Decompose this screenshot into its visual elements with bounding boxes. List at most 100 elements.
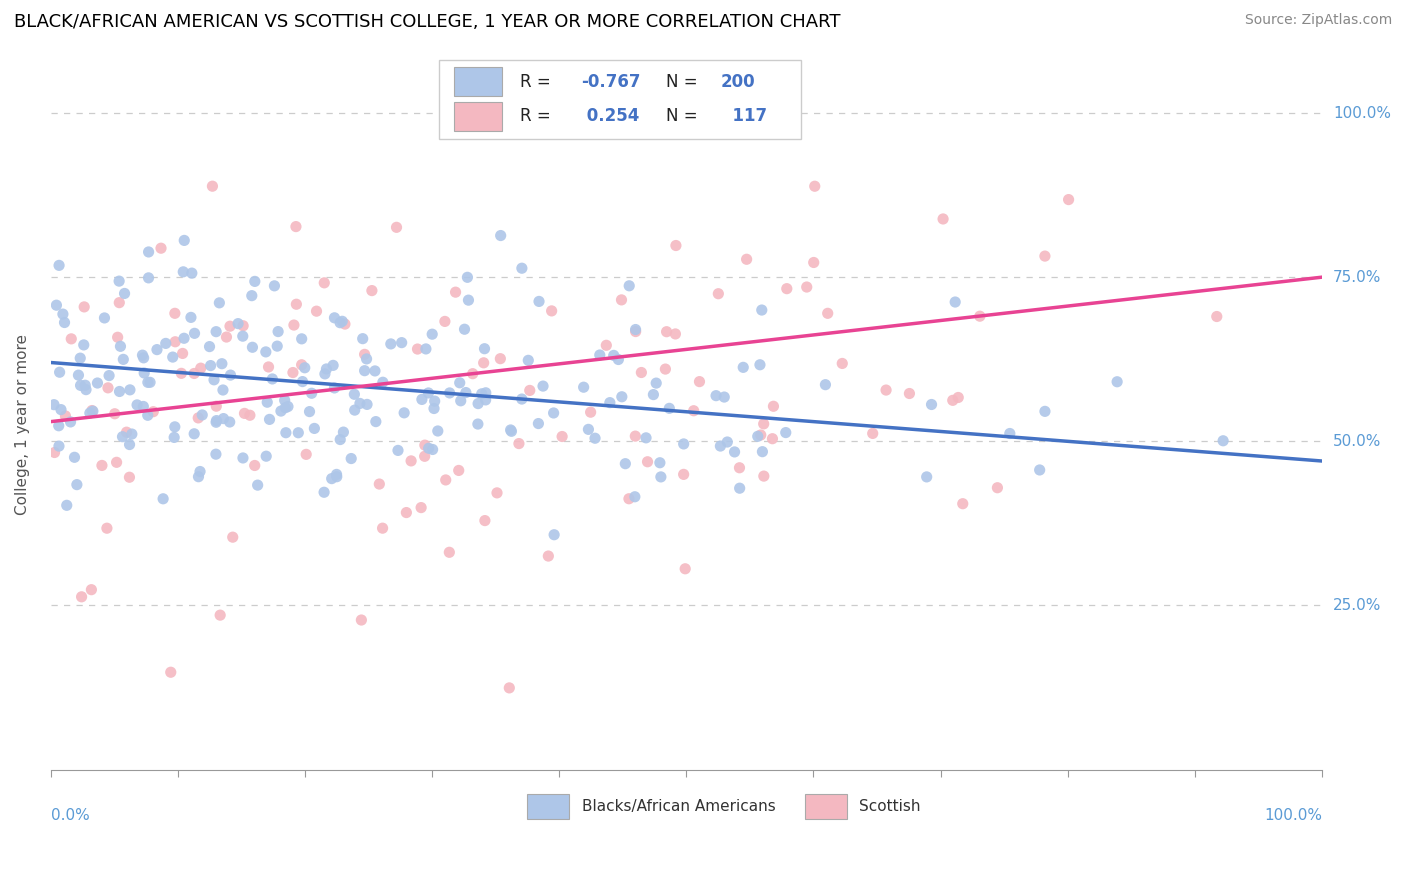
Text: 50.0%: 50.0% bbox=[1333, 434, 1381, 449]
Point bbox=[617, 491, 640, 506]
Point bbox=[205, 415, 228, 429]
Point bbox=[295, 447, 318, 461]
Point bbox=[803, 179, 825, 194]
Point bbox=[543, 527, 565, 541]
Point bbox=[163, 430, 186, 444]
Text: 75.0%: 75.0% bbox=[1333, 269, 1381, 285]
Point bbox=[254, 449, 277, 463]
Point bbox=[751, 303, 773, 318]
Point bbox=[321, 472, 343, 486]
Point bbox=[183, 326, 205, 341]
Point bbox=[485, 486, 508, 500]
Point bbox=[474, 514, 496, 528]
Point bbox=[75, 383, 97, 397]
Point bbox=[1057, 193, 1080, 207]
Point bbox=[301, 386, 323, 401]
Point bbox=[240, 288, 263, 302]
Point bbox=[439, 545, 461, 559]
Point bbox=[219, 319, 242, 334]
Point bbox=[90, 458, 112, 473]
Point bbox=[218, 415, 240, 429]
Point bbox=[97, 381, 120, 395]
Point bbox=[52, 307, 75, 321]
Point bbox=[395, 506, 418, 520]
Point bbox=[775, 425, 797, 440]
Point bbox=[595, 338, 617, 352]
Point bbox=[453, 322, 475, 336]
Point bbox=[136, 409, 159, 423]
Point bbox=[551, 429, 574, 443]
Point bbox=[187, 469, 209, 483]
Point bbox=[291, 358, 314, 372]
Point bbox=[107, 330, 129, 344]
Point bbox=[411, 392, 433, 407]
Point bbox=[55, 409, 77, 423]
Point bbox=[314, 367, 336, 381]
Point bbox=[211, 357, 233, 371]
Point bbox=[73, 300, 96, 314]
Point bbox=[330, 314, 353, 328]
Point bbox=[349, 396, 371, 410]
FancyBboxPatch shape bbox=[454, 67, 502, 96]
Point bbox=[134, 366, 156, 380]
Point bbox=[1033, 249, 1056, 263]
Point bbox=[1212, 434, 1234, 448]
Point bbox=[104, 407, 127, 421]
Point bbox=[136, 376, 159, 390]
Point bbox=[364, 364, 387, 378]
Point bbox=[648, 456, 671, 470]
Point bbox=[709, 439, 731, 453]
Point bbox=[152, 491, 174, 506]
Point bbox=[527, 294, 550, 309]
Point bbox=[624, 325, 647, 339]
Point bbox=[418, 442, 440, 456]
Point bbox=[325, 467, 347, 482]
Point bbox=[474, 392, 496, 407]
Point bbox=[762, 399, 785, 413]
Point bbox=[942, 393, 965, 408]
Point bbox=[75, 378, 97, 392]
Point bbox=[232, 450, 254, 465]
Point bbox=[281, 366, 304, 380]
Point bbox=[673, 562, 696, 576]
Point bbox=[138, 244, 160, 259]
FancyBboxPatch shape bbox=[527, 795, 569, 819]
Point bbox=[48, 365, 70, 379]
Point bbox=[610, 390, 633, 404]
Point bbox=[86, 376, 108, 390]
Point bbox=[716, 435, 738, 450]
Point bbox=[537, 549, 560, 563]
Point bbox=[540, 304, 562, 318]
Point bbox=[125, 398, 148, 412]
Point bbox=[413, 438, 436, 452]
Point bbox=[277, 400, 299, 414]
Point bbox=[274, 401, 297, 415]
Point bbox=[624, 429, 647, 443]
Point bbox=[510, 261, 533, 276]
Point bbox=[110, 339, 132, 353]
Point bbox=[531, 379, 554, 393]
Point bbox=[114, 286, 136, 301]
Point bbox=[572, 380, 595, 394]
Point bbox=[423, 394, 446, 409]
Point bbox=[304, 421, 326, 435]
Point bbox=[190, 361, 212, 376]
Text: Scottish: Scottish bbox=[859, 799, 921, 814]
Point bbox=[599, 395, 621, 409]
Point bbox=[150, 241, 173, 255]
Point bbox=[232, 329, 254, 343]
Point bbox=[105, 455, 128, 469]
Point bbox=[233, 406, 256, 420]
Point bbox=[329, 433, 352, 447]
Point bbox=[222, 530, 245, 544]
Point bbox=[209, 608, 232, 623]
Point bbox=[1028, 463, 1050, 477]
Point bbox=[510, 392, 533, 406]
Point bbox=[796, 280, 818, 294]
Point bbox=[139, 376, 162, 390]
Point bbox=[284, 219, 307, 234]
Point bbox=[751, 444, 773, 458]
Point bbox=[672, 467, 695, 482]
Point bbox=[246, 478, 269, 492]
Point bbox=[172, 265, 194, 279]
